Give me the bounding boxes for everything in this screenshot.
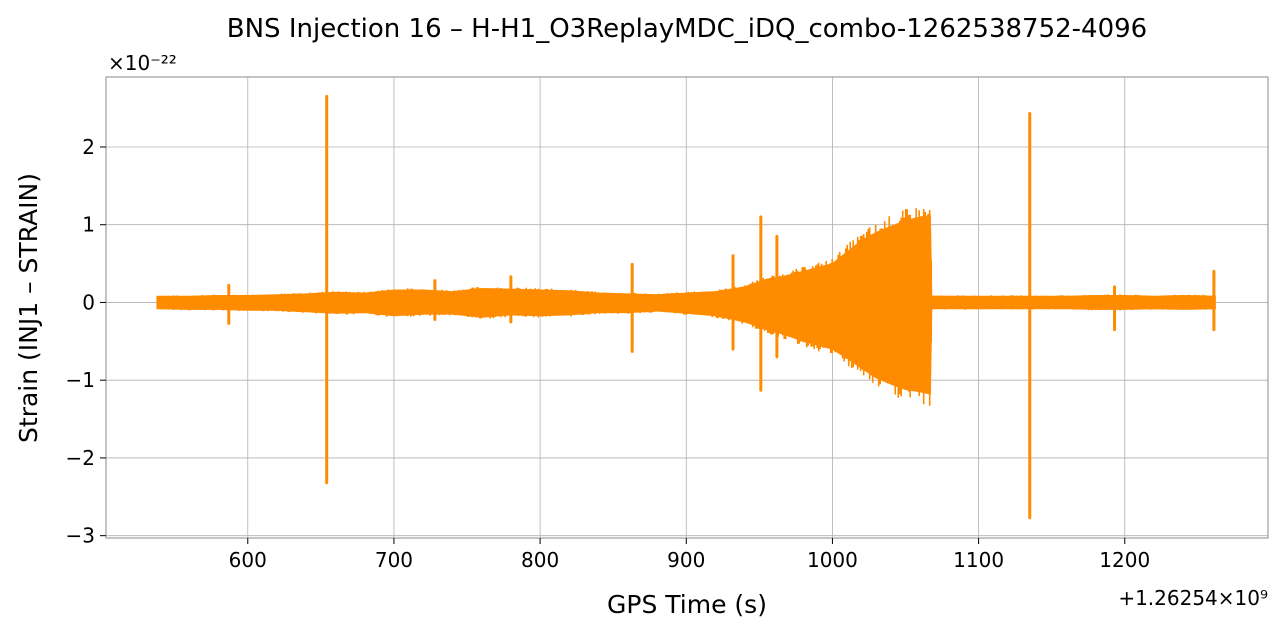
y-tick-label: 2 bbox=[82, 135, 95, 159]
y-axis-ticks: −3 −2 −1 0 1 2 bbox=[66, 135, 106, 548]
data-series bbox=[156, 94, 1216, 520]
y-tick-label: −1 bbox=[66, 368, 95, 392]
x-tick-label: 600 bbox=[229, 548, 267, 572]
x-tick-label: 900 bbox=[667, 548, 705, 572]
y-axis-label: Strain (INJ1 – STRAIN) bbox=[14, 173, 43, 443]
y-tick-label: −2 bbox=[66, 446, 95, 470]
x-tick-label: 1200 bbox=[1099, 548, 1150, 572]
x-tick-label: 1100 bbox=[953, 548, 1004, 572]
y-tick-label: 1 bbox=[82, 213, 95, 237]
y-tick-label: −3 bbox=[66, 524, 95, 548]
y-tick-label: 0 bbox=[82, 290, 95, 314]
x-axis-ticks: 600 700 800 900 1000 1100 1200 bbox=[229, 538, 1150, 572]
y-scale-label: ×10⁻²² bbox=[108, 51, 177, 75]
x-tick-label: 700 bbox=[375, 548, 413, 572]
chart-title: BNS Injection 16 – H-H1_O3ReplayMDC_iDQ_… bbox=[227, 14, 1147, 44]
x-offset-label: +1.26254×10⁹ bbox=[1118, 586, 1268, 610]
x-tick-label: 1000 bbox=[807, 548, 858, 572]
plot-frame bbox=[105, 76, 1269, 539]
x-axis-label: GPS Time (s) bbox=[607, 590, 767, 619]
x-tick-label: 800 bbox=[521, 548, 559, 572]
